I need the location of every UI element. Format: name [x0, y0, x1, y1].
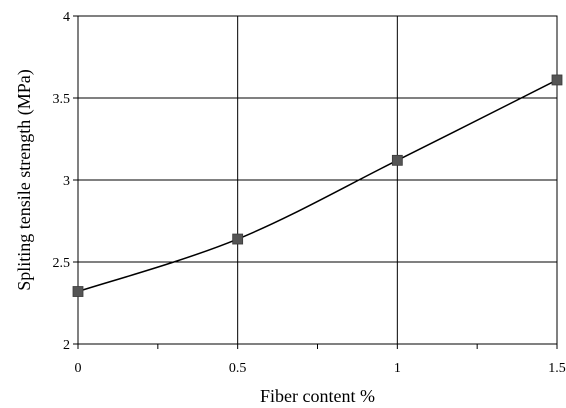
x-axis-tick-labels: 0 0.5 1 1.5: [75, 361, 566, 376]
y-tick-label: 4: [63, 10, 70, 25]
y-tick-label: 2: [63, 338, 70, 353]
x-tick-label: 0: [75, 361, 82, 376]
data-point-marker: [72, 286, 84, 297]
y-axis-tick-labels: 2 2.5 3 3.5 4: [53, 10, 71, 353]
y-tick-label: 2.5: [53, 256, 71, 271]
x-tick-label: 1: [394, 361, 401, 376]
axis-ticks: [73, 15, 558, 349]
x-tick-label: 0.5: [229, 361, 247, 376]
series-layer: [72, 74, 563, 297]
data-point-marker: [551, 74, 563, 86]
data-point-marker: [391, 154, 403, 166]
plot-frame: [77, 15, 558, 345]
data-point-marker: [232, 233, 244, 245]
y-tick-label: 3.5: [53, 92, 71, 107]
grid: [78, 16, 557, 344]
series-line: [77, 79, 558, 293]
y-tick-label: 3: [63, 174, 70, 189]
y-axis-title: Spliting tensile strength (MPa): [14, 69, 35, 290]
x-axis-title: Fiber content %: [260, 386, 375, 406]
x-tick-label: 1.5: [548, 361, 566, 376]
